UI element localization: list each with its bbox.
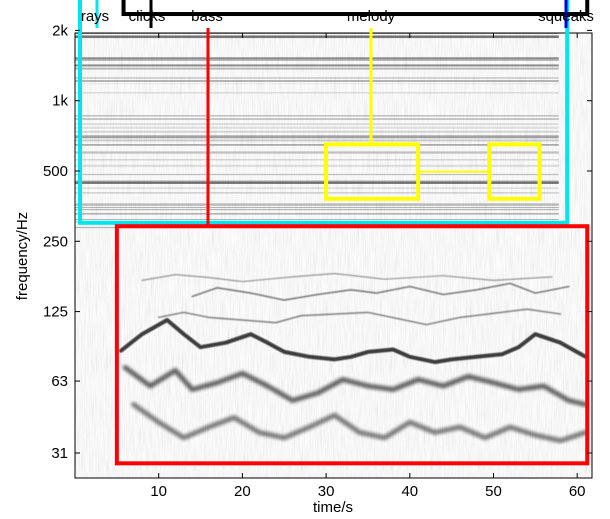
spectral-band [75, 64, 559, 67]
x-tick-label: 10 [150, 483, 167, 500]
x-tick-label: 30 [318, 483, 335, 500]
spectral-band [75, 58, 559, 60]
spectral-band [75, 213, 559, 215]
spectral-band [75, 83, 559, 85]
spectral-band [75, 203, 559, 205]
spectral-band [75, 159, 559, 161]
spectral-band [75, 130, 559, 133]
spectral-band [75, 57, 559, 59]
x-axis-label: time/s [313, 499, 353, 516]
annotation-box-clicks [121, 0, 590, 17]
pitch-contour [191, 282, 570, 301]
y-tick-label: 125 [43, 304, 68, 321]
spectral-band [75, 68, 559, 70]
spectral-band [75, 151, 559, 154]
spectral-band [75, 219, 559, 220]
strong-band [75, 136, 559, 139]
y-axis-label: frequency/Hz [14, 212, 31, 300]
spectral-band [75, 80, 559, 82]
spectral-band [75, 180, 559, 182]
pitch-contour [157, 308, 562, 326]
annotation-rays: rays [78, 0, 570, 225]
annotation-squeaks: squeaks [538, 0, 594, 28]
spectral-band [75, 0, 559, 1]
y-tick-label: 63 [51, 373, 68, 390]
spectral-band [75, 126, 559, 129]
annotation-label-squeaks: squeaks [538, 8, 594, 25]
annotation-clicks: clicks [121, 0, 590, 28]
spectrogram-texture [75, 0, 592, 478]
y-tick-label: 1k [52, 93, 68, 110]
y-tick-label: 31 [51, 445, 68, 462]
annotation-bass: bass [114, 8, 590, 466]
strong-band [75, 59, 559, 61]
annotation-box-bass [114, 224, 590, 466]
annotation-label-bass: bass [191, 8, 223, 25]
spectral-band [75, 77, 559, 79]
spectral-band [75, 123, 559, 125]
spectral-band [75, 139, 559, 142]
spectral-band [75, 204, 559, 207]
annotation-label-rays: rays [81, 8, 109, 25]
x-tick-label: 60 [569, 483, 586, 500]
plot-frame [74, 32, 593, 479]
x-tick-label: 50 [485, 483, 502, 500]
spectral-band [75, 208, 559, 211]
spectral-band [75, 28, 559, 30]
strong-band [75, 35, 559, 39]
spectral-band [75, 64, 559, 66]
y-tick-label: 500 [43, 163, 68, 180]
x-tick-label: 40 [401, 483, 418, 500]
annotation-melody: melody [324, 8, 542, 201]
spectral-band [75, 92, 559, 94]
annotation-label-melody: melody [347, 8, 396, 25]
y-tick-label: 2k [52, 22, 68, 39]
annotation-box-rays [78, 0, 570, 225]
spectral-band [75, 135, 559, 138]
x-tick-label: 20 [234, 483, 251, 500]
pitch-contour [141, 272, 553, 283]
spectral-band [75, 65, 559, 68]
spectral-band [75, 115, 559, 117]
axes-layer: 10203040506031631252505001k2k4k8k16k [43, 22, 592, 500]
plot-area [74, 0, 593, 479]
spectral-band [75, 207, 559, 209]
noise-texture [75, 33, 592, 478]
annotation-layer: rays clicks bass melody squeaks [78, 0, 594, 466]
spectral-band [75, 144, 559, 146]
strong-band [75, 181, 559, 184]
annotation-label-clicks: clicks [129, 8, 166, 25]
pitch-contour [122, 365, 589, 407]
spectral-band [75, 187, 559, 189]
spectral-band [75, 173, 559, 176]
spectral-band [75, 118, 559, 120]
spectral-band [75, 192, 559, 194]
spectral-band [75, 164, 559, 167]
y-tick-label: 250 [43, 233, 68, 250]
pitch-contour [131, 402, 589, 444]
pitch-contour [119, 318, 588, 365]
